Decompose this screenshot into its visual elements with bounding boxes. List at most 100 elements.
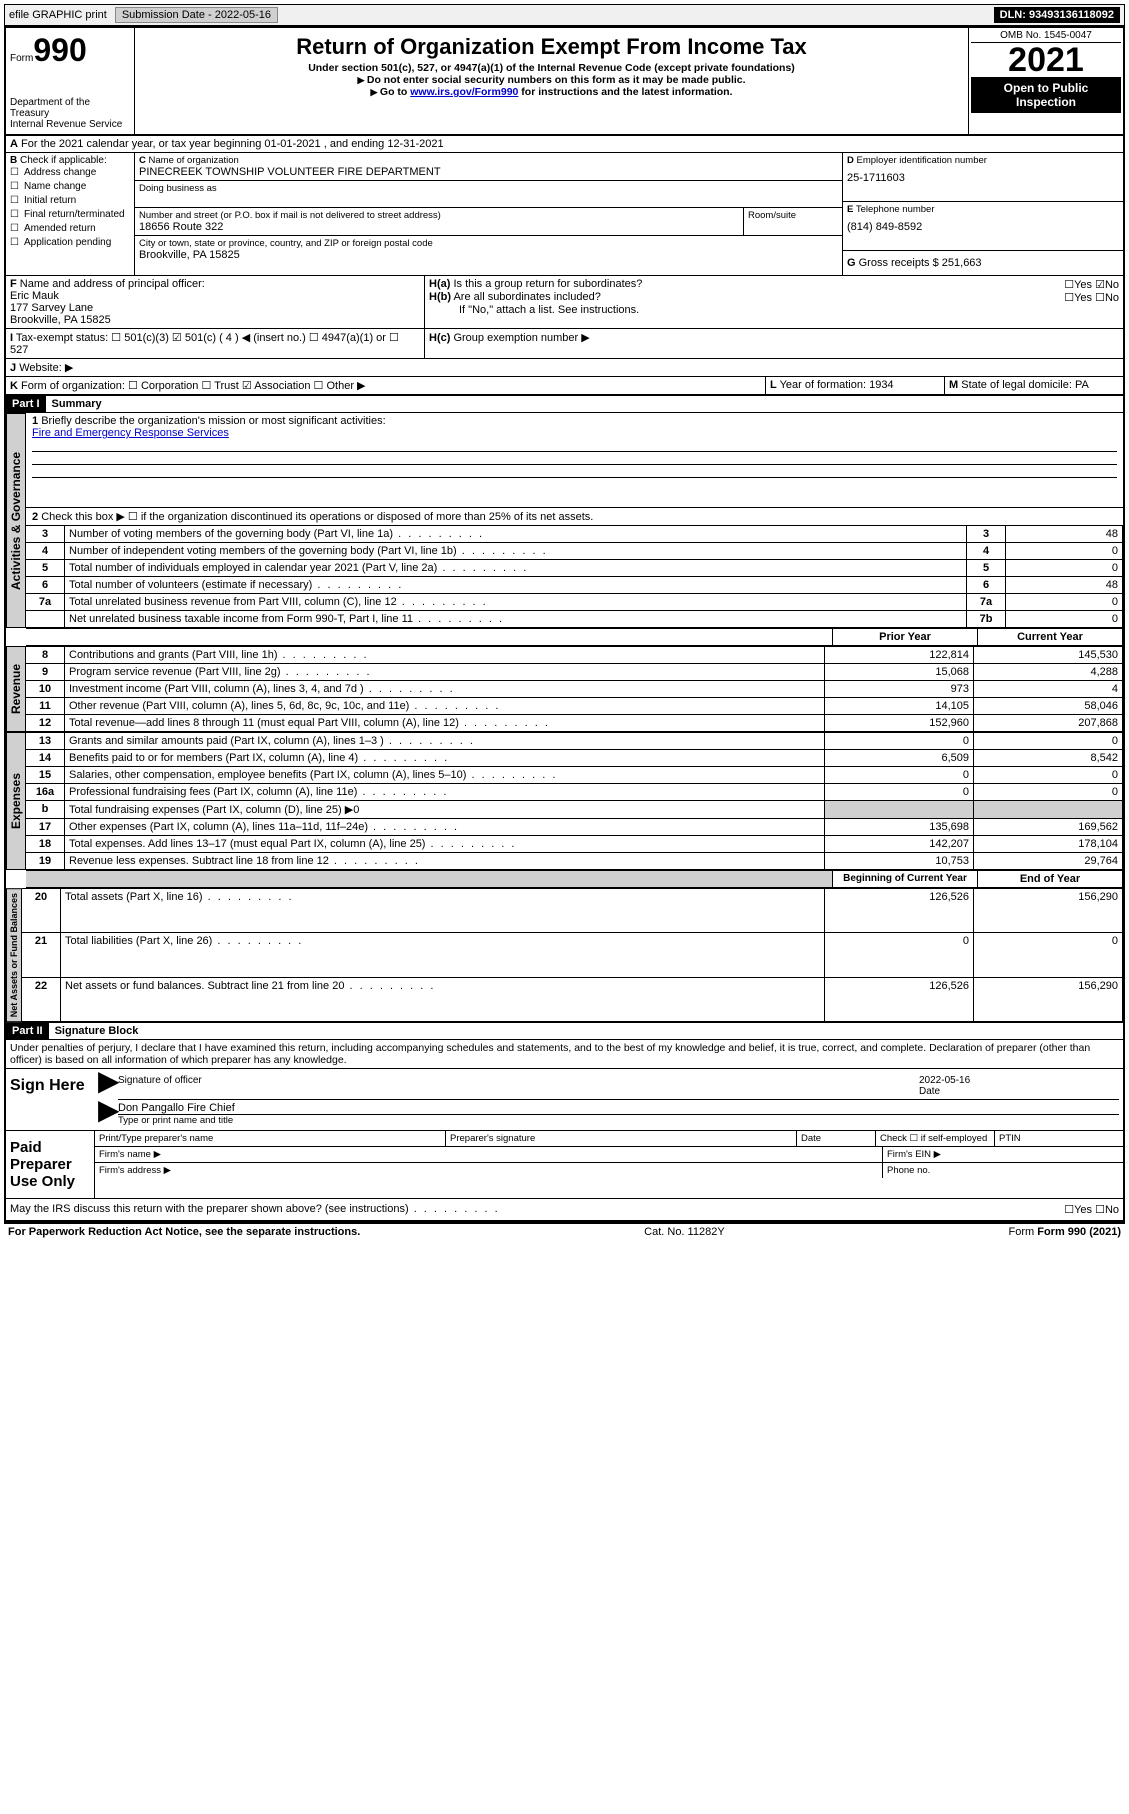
hb-no[interactable]: No xyxy=(1105,292,1119,304)
part1-title: Summary xyxy=(46,398,102,410)
city-label: City or town, state or province, country… xyxy=(139,238,838,249)
form-word: Form xyxy=(10,53,33,64)
table-row: 3Number of voting members of the governi… xyxy=(26,526,1123,543)
table-row: 13Grants and similar amounts paid (Part … xyxy=(26,733,1123,750)
i-527[interactable]: 527 xyxy=(10,344,28,356)
ha-text: Is this a group return for subordinates? xyxy=(453,278,642,290)
side-revenue: Revenue xyxy=(6,646,26,732)
mission-link[interactable]: Fire and Emergency Response Services xyxy=(32,427,229,439)
k-other[interactable]: Other ▶ xyxy=(326,380,365,392)
hb-note: If "No," attach a list. See instructions… xyxy=(429,304,1119,316)
dept-treasury: Department of the Treasury xyxy=(10,97,130,119)
irs-label: Internal Revenue Service xyxy=(10,119,130,130)
form-ref: Form Form 990 (2021) xyxy=(1009,1226,1122,1238)
i-501c[interactable]: 501(c) ( 4 ) ◀ (insert no.) xyxy=(185,332,306,344)
ha-no[interactable]: No xyxy=(1105,279,1119,291)
chk-address-change[interactable]: Address change xyxy=(10,166,130,180)
cat-no: Cat. No. 11282Y xyxy=(644,1226,725,1238)
prior-current-header: b Prior Year Current Year xyxy=(6,628,1123,646)
ha-yes[interactable]: Yes xyxy=(1074,279,1092,291)
chk-initial-return[interactable]: Initial return xyxy=(10,194,130,208)
part1-header-row: Part I Summary xyxy=(6,395,1123,412)
block-h: H(a) Is this a group return for subordin… xyxy=(425,276,1123,328)
street-label: Number and street (or P.O. box if mail i… xyxy=(139,210,739,221)
tax-year: 2021 xyxy=(971,43,1121,77)
preparer-grid: Print/Type preparer's name Preparer's si… xyxy=(94,1131,1123,1198)
governance-table: 3Number of voting members of the governi… xyxy=(26,525,1123,628)
discuss-yes[interactable]: Yes xyxy=(1074,1204,1092,1216)
fh-row: F Name and address of principal officer:… xyxy=(6,276,1123,329)
sign-here-label: Sign Here xyxy=(6,1069,94,1130)
title-cell: Return of Organization Exempt From Incom… xyxy=(135,28,968,134)
paperwork-notice: For Paperwork Reduction Act Notice, see … xyxy=(8,1226,360,1238)
expenses-table: 13Grants and similar amounts paid (Part … xyxy=(26,732,1123,870)
firm-phone-label: Phone no. xyxy=(883,1163,1123,1178)
revenue-section: Revenue 8Contributions and grants (Part … xyxy=(6,646,1123,732)
table-row: 17Other expenses (Part IX, column (A), l… xyxy=(26,819,1123,836)
discuss-no[interactable]: No xyxy=(1105,1204,1119,1216)
table-row: 11Other revenue (Part VIII, column (A), … xyxy=(26,698,1123,715)
public-inspection: Open to Public Inspection xyxy=(971,77,1121,113)
ein-label: Employer identification number xyxy=(857,155,987,166)
table-row: 9Program service revenue (Part VIII, lin… xyxy=(26,664,1123,681)
submission-date-button[interactable]: Submission Date - 2022-05-16 xyxy=(115,7,278,23)
k-assoc[interactable]: Association xyxy=(254,380,310,392)
firm-addr-label: Firm's address ▶ xyxy=(95,1163,883,1178)
expenses-section: Expenses 13Grants and similar amounts pa… xyxy=(6,732,1123,870)
part1-header: Part I xyxy=(6,396,46,412)
side-expenses: Expenses xyxy=(6,732,26,870)
sub3-pre: Go to xyxy=(380,86,410,98)
prep-sig-label: Preparer's signature xyxy=(446,1131,797,1146)
begin-end-header: b Beginning of Current Year End of Year xyxy=(6,870,1123,888)
chk-application-pending[interactable]: Application pending xyxy=(10,236,130,250)
sign-arrow-icon-2: ▶ xyxy=(98,1102,118,1126)
i-501c3[interactable]: 501(c)(3) xyxy=(124,332,169,344)
side-activities: Activities & Governance xyxy=(6,413,26,628)
officer-name: Eric Mauk xyxy=(10,290,59,302)
phone-value: (814) 849-8592 xyxy=(847,215,1119,233)
k-corp[interactable]: Corporation xyxy=(141,380,198,392)
officer-addr1: 177 Sarvey Lane xyxy=(10,302,93,314)
current-year-hdr: Current Year xyxy=(978,628,1123,646)
end-year-hdr: End of Year xyxy=(978,870,1123,888)
table-row: 19Revenue less expenses. Subtract line 1… xyxy=(26,853,1123,870)
bcd-block: B Check if applicable: Address change Na… xyxy=(6,153,1123,276)
i-row: I Tax-exempt status: ☐ 501(c)(3) ☑ 501(c… xyxy=(6,329,1123,359)
form-number-cell: Form990 Department of the Treasury Inter… xyxy=(6,28,135,134)
j-row: J Website: ▶ xyxy=(6,359,1123,377)
hb-text: Are all subordinates included? xyxy=(453,291,600,303)
room-label: Room/suite xyxy=(743,208,842,235)
subtitle-1: Under section 501(c), 527, or 4947(a)(1)… xyxy=(141,62,962,74)
chk-name-change[interactable]: Name change xyxy=(10,180,130,194)
prep-check-label[interactable]: Check ☐ if self-employed xyxy=(876,1131,995,1146)
ptin-label: PTIN xyxy=(995,1131,1123,1146)
row-a: A For the 2021 calendar year, or tax yea… xyxy=(6,136,1123,153)
table-row: 22Net assets or fund balances. Subtract … xyxy=(22,977,1123,1021)
table-row: 5Total number of individuals employed in… xyxy=(26,560,1123,577)
b-label: Check if applicable: xyxy=(20,155,107,166)
form990-link[interactable]: www.irs.gov/Form990 xyxy=(410,86,518,98)
block-f: F Name and address of principal officer:… xyxy=(6,276,425,328)
q1-text: Briefly describe the organization's miss… xyxy=(41,415,385,427)
chk-amended-return[interactable]: Amended return xyxy=(10,222,130,236)
phone-label: Telephone number xyxy=(856,204,935,215)
l-label: Year of formation: xyxy=(780,379,866,391)
block-m: M State of legal domicile: PA xyxy=(945,377,1123,394)
penalty-text: Under penalties of perjury, I declare th… xyxy=(6,1039,1123,1068)
block-k: K Form of organization: ☐ Corporation ☐ … xyxy=(6,377,766,394)
k-trust[interactable]: Trust xyxy=(214,380,239,392)
hc-text: Group exemption number ▶ xyxy=(453,332,589,344)
hb-yes[interactable]: Yes xyxy=(1074,292,1092,304)
firm-ein-label: Firm's EIN ▶ xyxy=(883,1147,1123,1162)
i-4947[interactable]: 4947(a)(1) or xyxy=(322,332,386,344)
form-header: Form990 Department of the Treasury Inter… xyxy=(6,28,1123,136)
sig-date-label: Date xyxy=(919,1086,940,1097)
table-row: 14Benefits paid to or for members (Part … xyxy=(26,750,1123,767)
form-number: 990 xyxy=(33,32,86,68)
efile-label: efile GRAPHIC print xyxy=(9,9,107,21)
chk-final-return[interactable]: Final return/terminated xyxy=(10,208,130,222)
table-row: 10Investment income (Part VIII, column (… xyxy=(26,681,1123,698)
part2-title: Signature Block xyxy=(49,1025,139,1037)
type-name-label: Type or print name and title xyxy=(118,1114,1119,1126)
table-row: 18Total expenses. Add lines 13–17 (must … xyxy=(26,836,1123,853)
